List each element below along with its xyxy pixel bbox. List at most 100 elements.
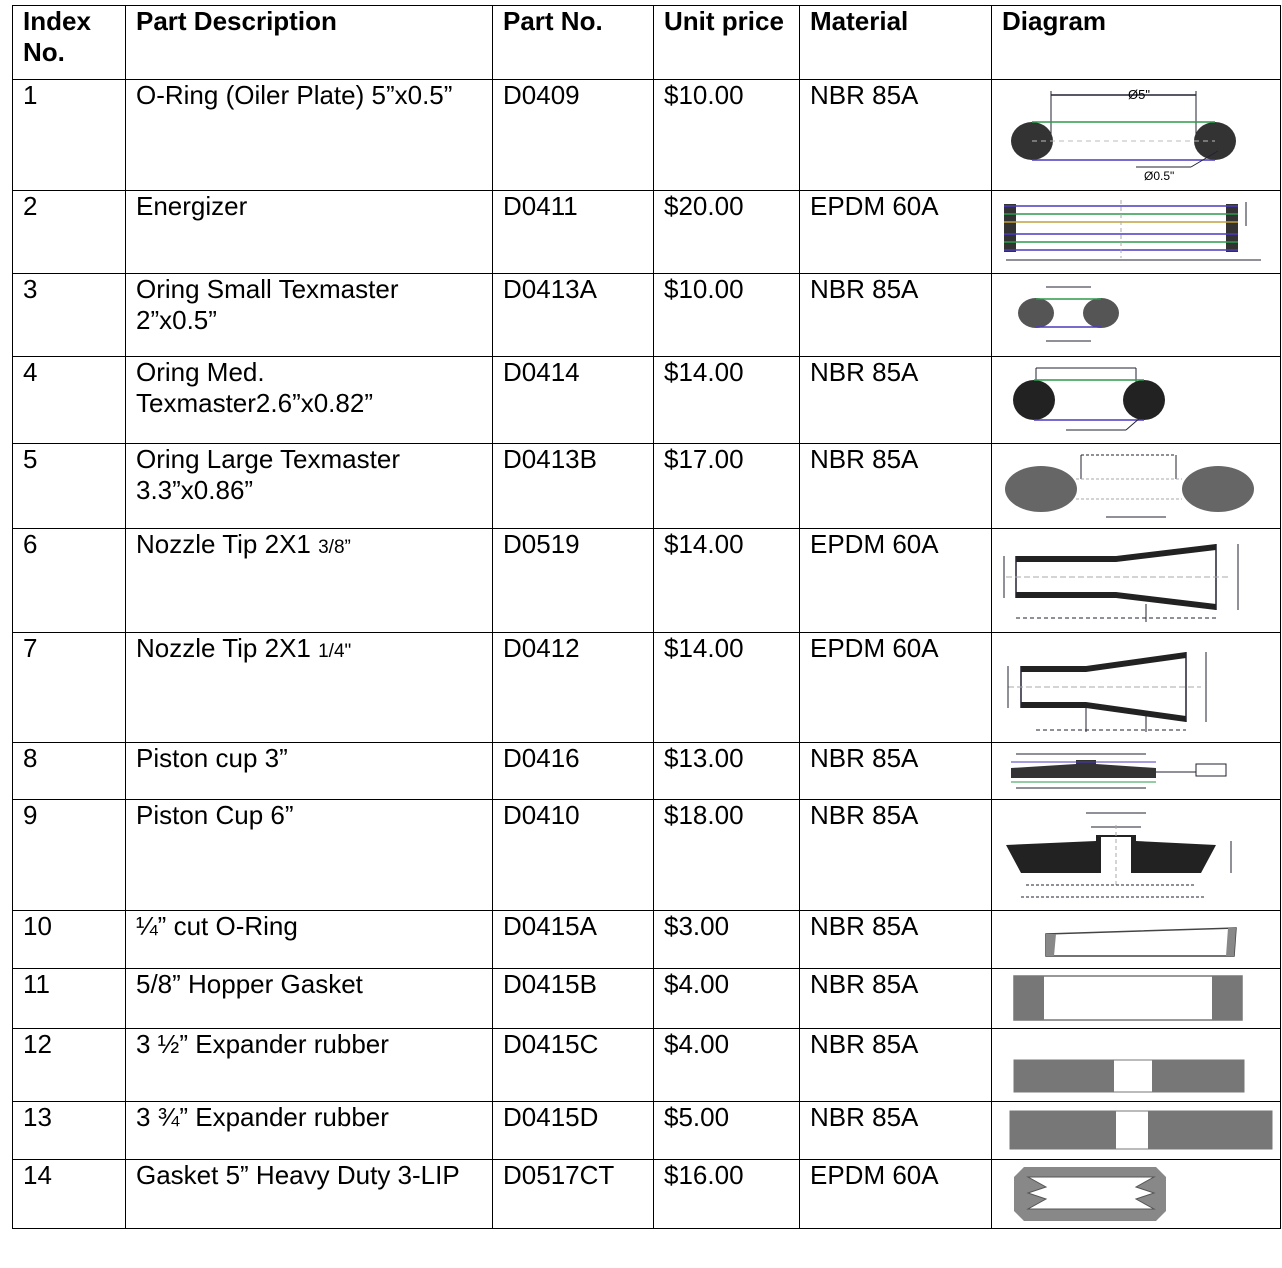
table-row: 11 5/8” Hopper Gasket D0415B $4.00 NBR 8… <box>12 968 1281 1029</box>
part-no-cell: D0413A <box>492 273 654 357</box>
diagram-cell <box>991 968 1281 1029</box>
material-cell: EPDM 60A <box>799 528 992 633</box>
diagram-cell <box>991 799 1281 911</box>
description-text: Nozzle Tip 2X1 <box>136 633 319 664</box>
material-cell: NBR 85A <box>799 1028 992 1102</box>
price-cell: $17.00 <box>653 443 800 529</box>
index-cell: 2 <box>12 190 126 274</box>
price-cell: $13.00 <box>653 742 800 800</box>
part-no-cell: D0415A <box>492 910 654 969</box>
table-row: 5 Oring Large Texmaster 3.3”x0.86” D0413… <box>12 443 1281 529</box>
material-cell: EPDM 60A <box>799 190 992 274</box>
material-cell: NBR 85A <box>799 799 992 911</box>
material-cell: NBR 85A <box>799 79 992 191</box>
price-cell: $14.00 <box>653 356 800 444</box>
part-no-cell: D0416 <box>492 742 654 800</box>
parts-table: Index No. Part Description Part No. Unit… <box>12 5 1281 1229</box>
part-no-cell: D0410 <box>492 799 654 911</box>
index-cell: 13 <box>12 1101 126 1160</box>
material-cell: NBR 85A <box>799 356 992 444</box>
header-unit-price: Unit price <box>653 5 800 80</box>
diagram-cell <box>991 1159 1281 1229</box>
dim-bottom-label: Ø0.5" <box>1144 169 1174 183</box>
diagram-cell <box>991 1028 1281 1102</box>
part-no-cell: D0415D <box>492 1101 654 1160</box>
material-cell: NBR 85A <box>799 968 992 1029</box>
description-cell: 3 ½” Expander rubber <box>125 1028 493 1102</box>
cut-o-ring-diagram <box>1045 927 1237 957</box>
table-row: 2 Energizer D0411 $20.00 EPDM 60A <box>12 190 1281 274</box>
index-cell: 8 <box>12 742 126 800</box>
table-row: 12 3 ½” Expander rubber D0415C $4.00 NBR… <box>12 1028 1281 1102</box>
header-description: Part Description <box>125 5 493 80</box>
header-row: Index No. Part Description Part No. Unit… <box>12 5 1281 80</box>
part-no-cell: D0519 <box>492 528 654 633</box>
medium-o-ring-diagram <box>1013 367 1165 431</box>
price-cell: $10.00 <box>653 273 800 357</box>
index-cell: 9 <box>12 799 126 911</box>
energizer-diagram <box>1004 200 1261 261</box>
piston-cup-diagram <box>1011 753 1227 789</box>
description-cell: Gasket 5” Heavy Duty 3-LIP <box>125 1159 493 1229</box>
table-row: 8 Piston cup 3” D0416 $13.00 NBR 85A <box>12 742 1281 800</box>
small-o-ring-diagram <box>1018 286 1119 342</box>
index-cell: 3 <box>12 273 126 357</box>
index-cell: 4 <box>12 356 126 444</box>
description-fraction: 3/8” <box>318 537 351 558</box>
diagram-cell <box>991 443 1281 529</box>
price-cell: $20.00 <box>653 190 800 274</box>
diagram-cell <box>991 910 1281 969</box>
three-lip-gasket-diagram <box>1014 1167 1166 1221</box>
o-ring-diagram: Ø5" Ø0.5" <box>1011 87 1236 183</box>
material-cell: EPDM 60A <box>799 1159 992 1229</box>
part-no-cell: D0413B <box>492 443 654 529</box>
part-no-cell: D0415B <box>492 968 654 1029</box>
index-cell: 5 <box>12 443 126 529</box>
index-cell: 1 <box>12 79 126 191</box>
diagram-cell <box>991 190 1281 274</box>
description-cell: Oring Large Texmaster 3.3”x0.86” <box>125 443 493 529</box>
description-fraction: 1/4" <box>318 641 352 662</box>
table-row: 10 ¼” cut O-Ring D0415A $3.00 NBR 85A <box>12 910 1281 969</box>
expander-rubber-diagram <box>1009 1110 1273 1150</box>
expander-rubber-diagram <box>1013 1059 1245 1093</box>
header-diagram: Diagram <box>991 5 1281 80</box>
piston-cup-diagram <box>1006 812 1232 898</box>
diagram-cell <box>991 356 1281 444</box>
index-cell: 12 <box>12 1028 126 1102</box>
header-index: Index No. <box>12 5 126 80</box>
header-material: Material <box>799 5 992 80</box>
diagram-cell <box>991 528 1281 633</box>
table-row: 1 O-Ring (Oiler Plate) 5”x0.5” D0409 $10… <box>12 79 1281 191</box>
description-cell: Oring Small Texmaster 2”x0.5” <box>125 273 493 357</box>
index-cell: 11 <box>12 968 126 1029</box>
material-cell: EPDM 60A <box>799 632 992 743</box>
large-o-ring-diagram <box>1005 454 1254 518</box>
table-row: 3 Oring Small Texmaster 2”x0.5” D0413A $… <box>12 273 1281 357</box>
description-cell: Oring Med. Texmaster2.6”x0.82” <box>125 356 493 444</box>
part-no-cell: D0414 <box>492 356 654 444</box>
part-no-cell: D0411 <box>492 190 654 274</box>
price-cell: $3.00 <box>653 910 800 969</box>
table-row: 13 3 ¾” Expander rubber D0415D $5.00 NBR… <box>12 1101 1281 1160</box>
material-cell: NBR 85A <box>799 742 992 800</box>
material-cell: NBR 85A <box>799 273 992 357</box>
price-cell: $14.00 <box>653 528 800 633</box>
description-cell: O-Ring (Oiler Plate) 5”x0.5” <box>125 79 493 191</box>
index-cell: 14 <box>12 1159 126 1229</box>
description-cell: Piston Cup 6” <box>125 799 493 911</box>
part-no-cell: D0409 <box>492 79 654 191</box>
description-cell: ¼” cut O-Ring <box>125 910 493 969</box>
diagram-cell <box>991 742 1281 800</box>
price-cell: $4.00 <box>653 968 800 1029</box>
description-cell: 3 ¾” Expander rubber <box>125 1101 493 1160</box>
table-row: 9 Piston Cup 6” D0410 $18.00 NBR 85A <box>12 799 1281 911</box>
description-text: Nozzle Tip 2X1 <box>136 529 319 560</box>
material-cell: NBR 85A <box>799 910 992 969</box>
price-cell: $10.00 <box>653 79 800 191</box>
material-cell: NBR 85A <box>799 443 992 529</box>
price-cell: $16.00 <box>653 1159 800 1229</box>
price-cell: $4.00 <box>653 1028 800 1102</box>
nozzle-tip-diagram <box>1007 652 1207 732</box>
description-cell: Nozzle Tip 2X1 3/8” <box>125 528 493 633</box>
